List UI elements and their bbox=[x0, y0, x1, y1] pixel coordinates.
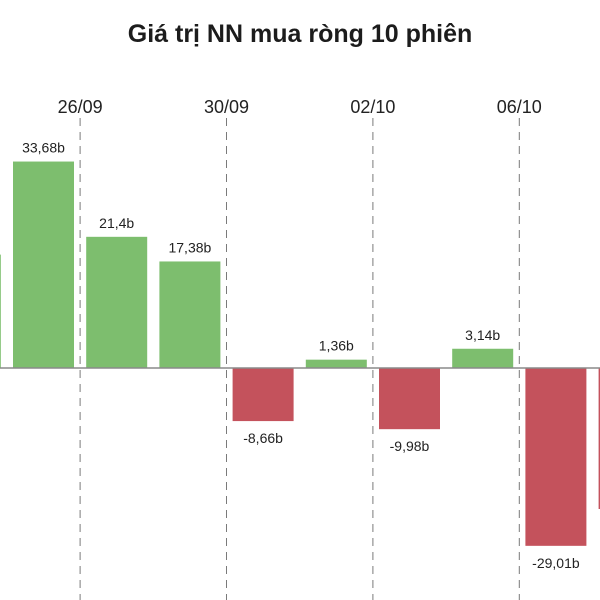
date-gridlines bbox=[79, 118, 520, 600]
bar-value-label: -9,98b bbox=[390, 438, 430, 454]
bar-value-label: 3,14b bbox=[465, 327, 500, 343]
bar bbox=[379, 368, 440, 430]
bar-value-label: 17,38b bbox=[168, 239, 211, 255]
bar bbox=[452, 348, 514, 368]
bar bbox=[305, 359, 367, 368]
bar-value-label: 1,36b bbox=[319, 338, 354, 354]
bar bbox=[598, 368, 600, 509]
bar bbox=[86, 236, 148, 368]
bar-value-label: -29,01b bbox=[532, 555, 580, 571]
bar bbox=[0, 254, 1, 368]
bar-value-label: 33,68b bbox=[22, 140, 65, 156]
date-tick-labels: 26/09 30/09 02/10 06/10 bbox=[58, 97, 542, 117]
date-tick-label: 02/10 bbox=[350, 97, 395, 117]
value-labels: 33,68b 21,4b 17,38b -8,66b 1,36b -9,98b 3,14b -… bbox=[22, 140, 580, 571]
date-tick-label: 30/09 bbox=[204, 97, 249, 117]
date-tick-label: 06/10 bbox=[497, 97, 542, 117]
chart-title: Giá trị NN mua ròng 10 phiên bbox=[127, 20, 473, 48]
date-tick-label: 26/09 bbox=[58, 97, 103, 117]
bar-value-label: 21,4b bbox=[99, 215, 134, 231]
bar-value-label: -8,66b bbox=[243, 430, 283, 446]
bar bbox=[525, 368, 587, 546]
bar bbox=[232, 368, 294, 422]
bar bbox=[159, 261, 221, 368]
bar bbox=[13, 161, 74, 368]
bars bbox=[0, 161, 600, 546]
